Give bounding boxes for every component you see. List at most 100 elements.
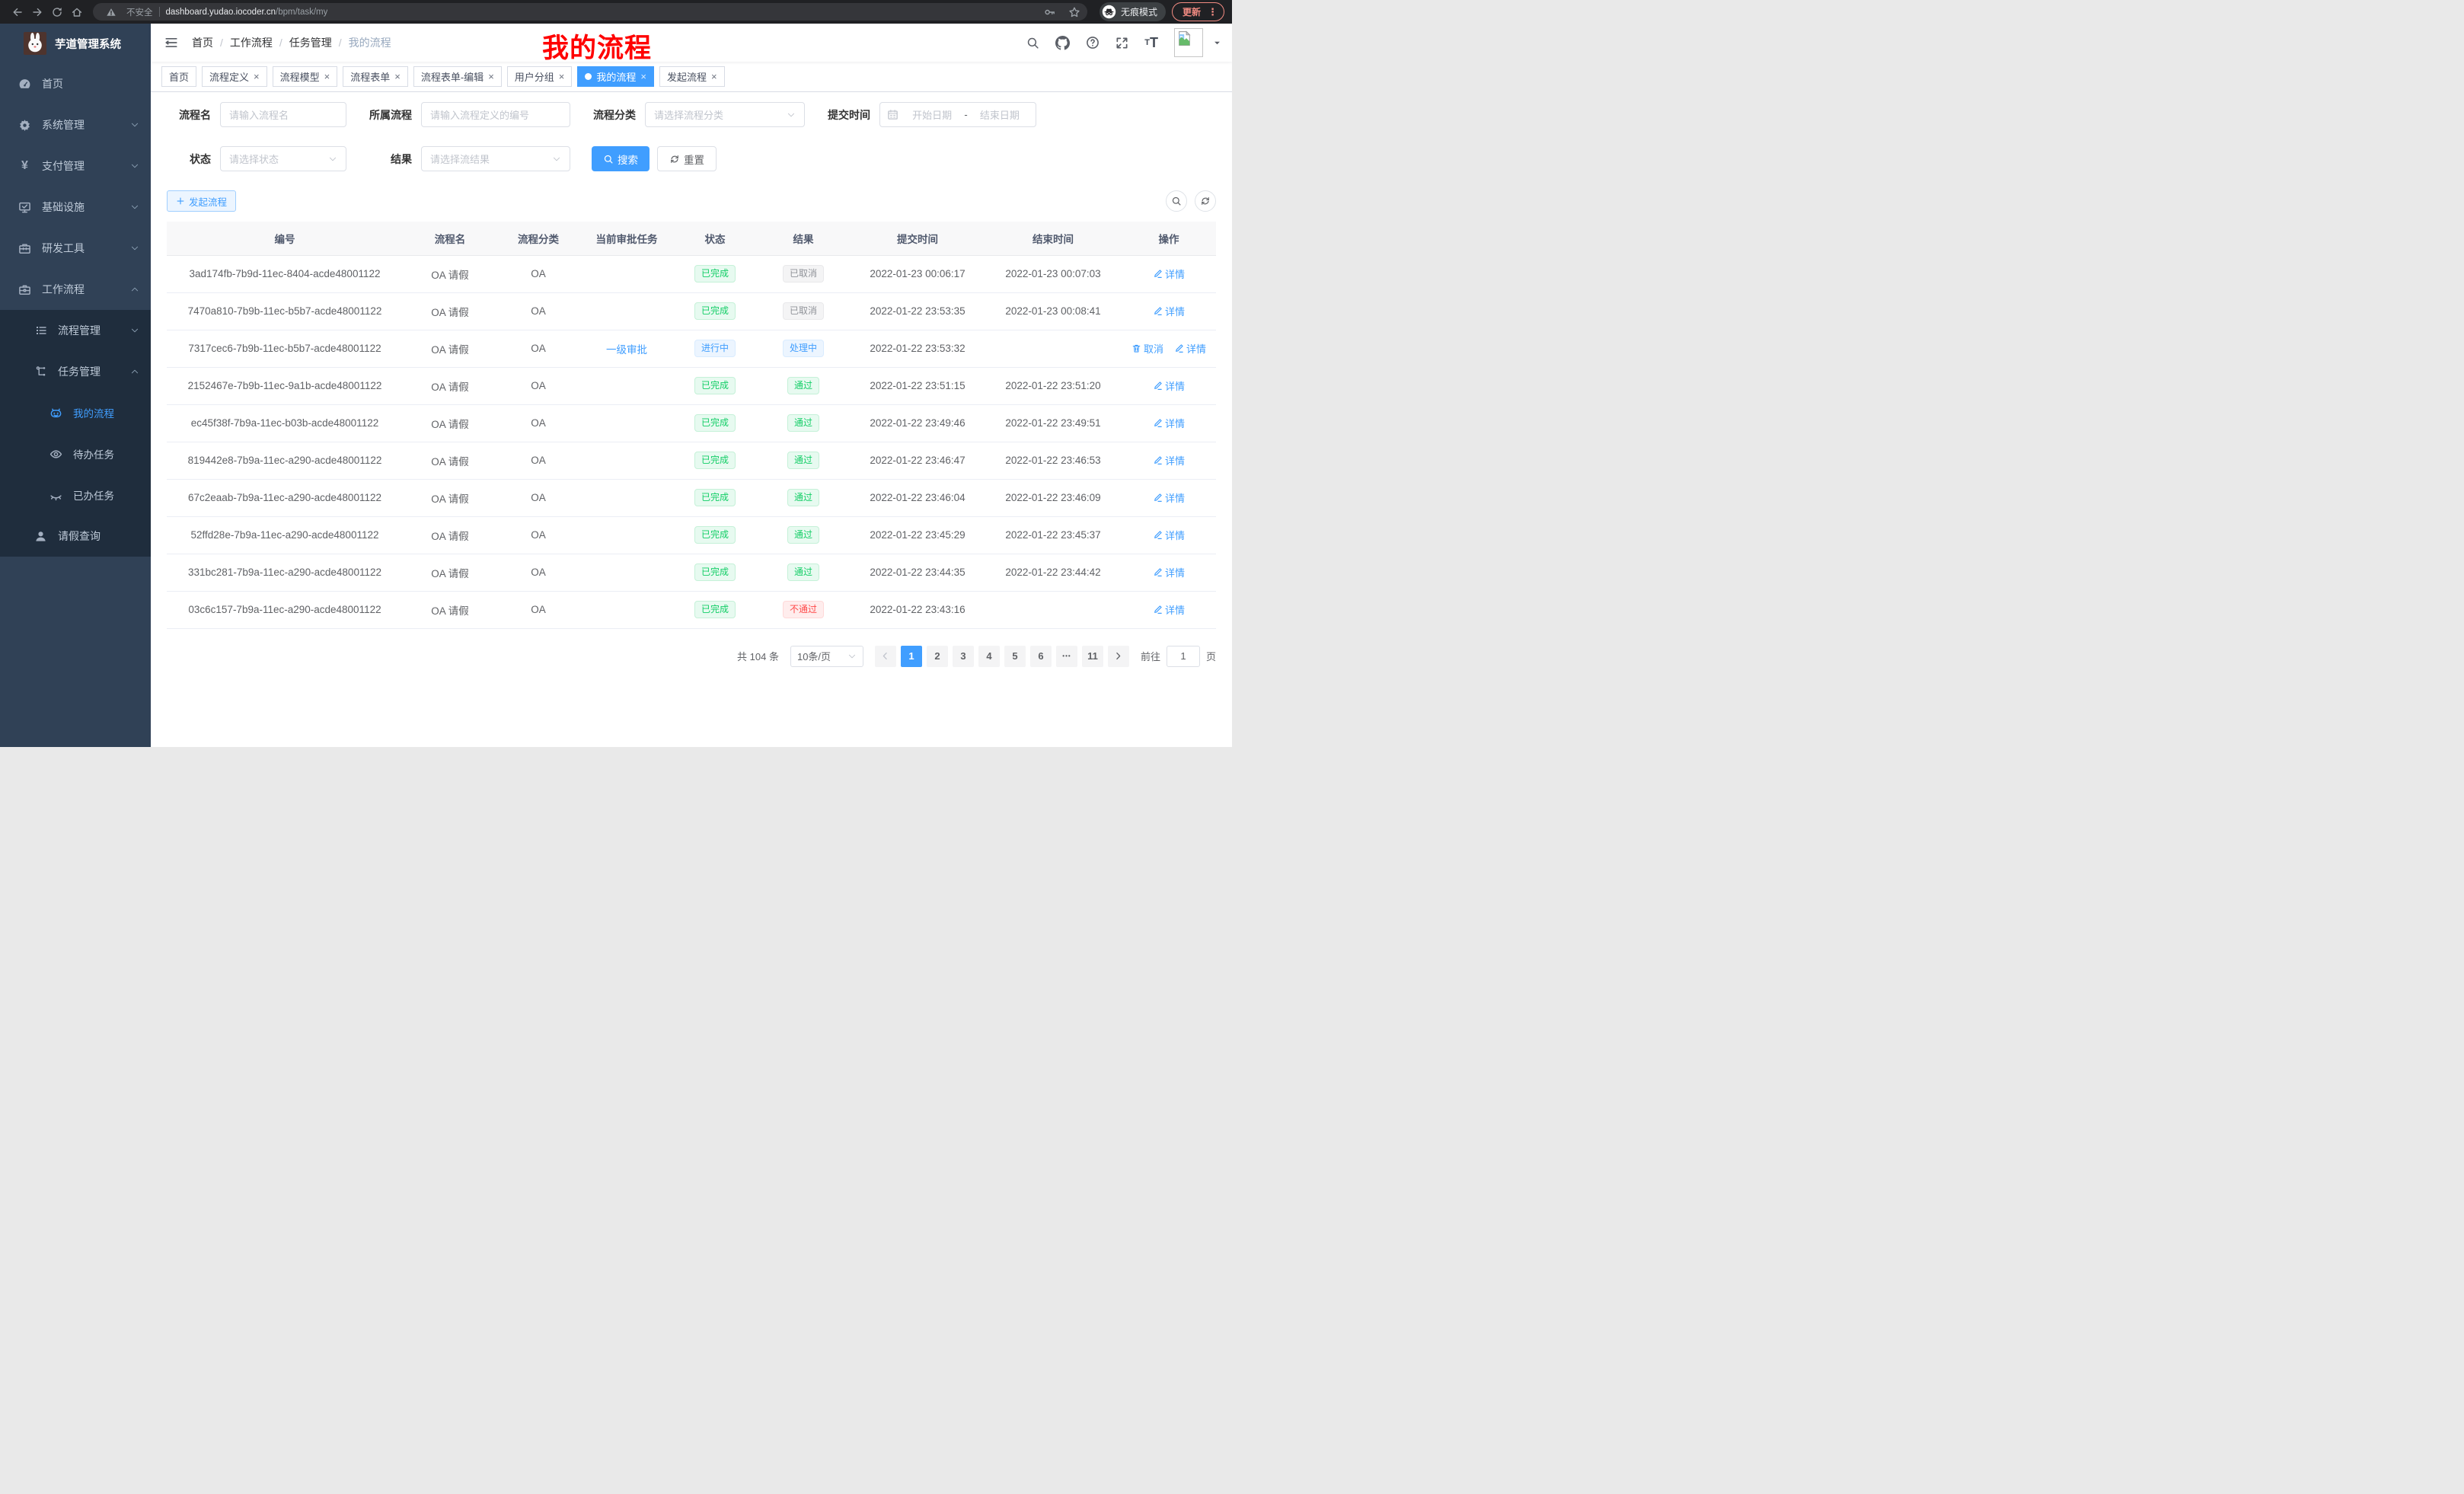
detail-action[interactable]: 详情 (1153, 528, 1185, 542)
tab-start-process[interactable]: 发起流程 × (659, 66, 725, 87)
avatar-caret-down-icon[interactable] (1213, 39, 1221, 47)
sidebar-item-payment-management[interactable]: ¥ 支付管理 (0, 145, 151, 187)
security-label[interactable]: 不安全 (126, 8, 153, 18)
tab-user-group[interactable]: 用户分组 × (506, 66, 573, 87)
process-name-input[interactable]: 请输入流程名 (220, 102, 346, 127)
close-icon[interactable]: × (254, 71, 260, 82)
breadcrumb-item[interactable]: 工作流程 (229, 37, 273, 49)
sidebar-item-dev-tools[interactable]: 研发工具 (0, 228, 151, 269)
home-icon[interactable] (67, 2, 87, 22)
forward-icon[interactable] (27, 2, 47, 22)
close-icon[interactable]: × (324, 71, 330, 82)
search-icon[interactable] (1026, 37, 1039, 49)
search-button[interactable]: 搜索 (592, 146, 650, 171)
breadcrumb-item[interactable]: 任务管理 (289, 37, 332, 49)
show-search-icon[interactable] (1166, 190, 1187, 212)
back-icon[interactable] (8, 2, 27, 22)
page-button-4[interactable]: 4 (978, 645, 1000, 667)
task-tree-icon (34, 366, 48, 378)
detail-action[interactable]: 详情 (1153, 416, 1185, 430)
key-icon[interactable] (1041, 3, 1059, 21)
sidebar-toggle-icon[interactable] (161, 33, 181, 53)
detail-action[interactable]: 详情 (1153, 453, 1185, 468)
page-size-select[interactable]: 10条/页 (790, 645, 863, 667)
page-button-5[interactable]: 5 (1004, 645, 1026, 667)
sidebar-item-home[interactable]: 首页 (0, 63, 151, 104)
refresh-table-icon[interactable] (1195, 190, 1216, 212)
date-separator: - (964, 109, 968, 120)
page-ellipsis[interactable]: ••• (1055, 645, 1077, 667)
sidebar-item-infrastructure[interactable]: 基础设施 (0, 187, 151, 228)
sidebar-item-task-management[interactable]: 任务管理 (0, 351, 151, 392)
edit-icon (1153, 567, 1163, 577)
page-button-11[interactable]: 11 (1081, 645, 1103, 667)
tab-process-form-edit[interactable]: 流程表单-编辑 × (413, 66, 502, 87)
tab-process-definition[interactable]: 流程定义 × (202, 66, 267, 87)
next-page-button[interactable] (1107, 645, 1129, 667)
address-bar[interactable]: 不安全 dashboard.yudao.iocoder.cn/bpm/task/… (93, 3, 1087, 21)
detail-action[interactable]: 详情 (1174, 341, 1206, 356)
reset-button[interactable]: 重置 (657, 146, 717, 171)
submit-time-daterange[interactable]: 开始日期 - 结束日期 (879, 102, 1036, 127)
result-select[interactable]: 请选择流结果 (421, 146, 570, 171)
sidebar-item-leave-query[interactable]: 请假查询 (0, 516, 151, 557)
sidebar-item-system-management[interactable]: 系统管理 (0, 104, 151, 145)
sidebar-item-process-management[interactable]: 流程管理 (0, 310, 151, 351)
goto-page-input[interactable]: 1 (1166, 645, 1200, 667)
reload-icon[interactable] (47, 2, 67, 22)
page-button-3[interactable]: 3 (952, 645, 974, 667)
page-button-2[interactable]: 2 (926, 645, 948, 667)
address-divider (158, 7, 160, 17)
close-icon[interactable]: × (394, 71, 401, 82)
detail-action[interactable]: 详情 (1153, 602, 1185, 617)
sidebar-item-my-process[interactable]: 我的流程 (0, 392, 151, 433)
tab-process-form[interactable]: 流程表单 × (343, 66, 408, 87)
url-text[interactable]: dashboard.yudao.iocoder.cn/bpm/task/my (165, 7, 328, 17)
table-header: 编号 流程名 流程分类 当前审批任务 状态 结果 提交时间 结束时间 操作 (167, 222, 1216, 256)
action-label: 详情 (1164, 269, 1185, 280)
cell-end-time: 2022-01-22 23:46:09 (985, 479, 1122, 517)
tab-home[interactable]: 首页 (161, 66, 197, 87)
prev-page-button[interactable] (874, 645, 896, 667)
avatar[interactable] (1174, 28, 1203, 57)
sidebar-item-done-tasks[interactable]: 已办任务 (0, 474, 151, 516)
cell-id: 67c2eaab-7b9a-11ec-a290-acde48001122 (167, 479, 403, 517)
detail-action[interactable]: 详情 (1153, 565, 1185, 579)
process-definition-input[interactable]: 请输入流程定义的编号 (421, 102, 570, 127)
tab-process-model[interactable]: 流程模型 × (272, 66, 338, 87)
tab-my-process[interactable]: 我的流程 × (577, 66, 654, 87)
browser-menu-icon[interactable]: ⋮ (1208, 5, 1218, 18)
fullscreen-icon[interactable] (1116, 37, 1128, 49)
update-button[interactable]: 更新 ⋮ (1171, 2, 1224, 21)
close-icon[interactable]: × (640, 71, 646, 82)
sidebar-item-workflow[interactable]: 工作流程 (0, 269, 151, 310)
process-category-select[interactable]: 请选择流程分类 (645, 102, 805, 127)
sidebar-item-todo-tasks[interactable]: 待办任务 (0, 433, 151, 474)
breadcrumb-item[interactable]: 首页 (192, 37, 213, 49)
reset-button-label: 重置 (684, 154, 704, 166)
result-badge: 通过 (787, 414, 819, 432)
tab-label: 用户分组 (514, 72, 554, 83)
app-logo-row[interactable]: 芋道管理系统 (0, 24, 151, 63)
github-icon[interactable] (1055, 35, 1071, 50)
close-icon[interactable]: × (488, 71, 494, 82)
status-badge: 已完成 (694, 489, 736, 506)
close-icon[interactable]: × (711, 71, 717, 82)
page-button-6[interactable]: 6 (1029, 645, 1052, 667)
dashboard-icon (18, 78, 32, 91)
detail-action[interactable]: 详情 (1153, 378, 1185, 393)
close-icon[interactable]: × (558, 71, 565, 82)
help-icon[interactable] (1086, 36, 1100, 49)
bookmark-star-icon[interactable] (1065, 3, 1084, 21)
detail-action[interactable]: 详情 (1153, 490, 1185, 505)
filter-label: 流程名 (179, 108, 211, 121)
cell-actions: 详情 (1122, 404, 1216, 442)
status-select[interactable]: 请选择状态 (220, 146, 346, 171)
start-process-button[interactable]: 发起流程 (167, 190, 237, 212)
detail-action[interactable]: 详情 (1153, 304, 1185, 318)
page-button-1[interactable]: 1 (900, 645, 922, 667)
cancel-action[interactable]: 取消 (1131, 341, 1163, 356)
detail-action[interactable]: 详情 (1153, 267, 1185, 281)
task-link[interactable]: 一级审批 (606, 343, 647, 356)
